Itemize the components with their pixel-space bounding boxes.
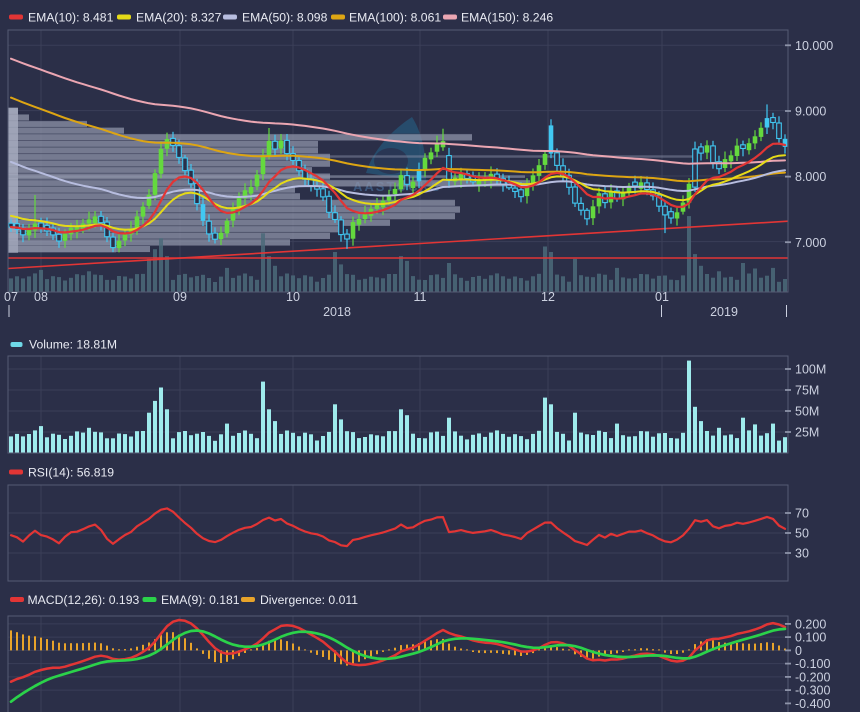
svg-text:EMA(10): 8.481: EMA(10): 8.481 xyxy=(28,11,114,25)
svg-text:8.000: 8.000 xyxy=(795,170,826,184)
svg-text:EMA(9): 0.181: EMA(9): 0.181 xyxy=(161,593,240,607)
svg-text:75M: 75M xyxy=(795,384,819,398)
svg-text:100M: 100M xyxy=(795,363,826,377)
svg-text:EMA(50): 8.098: EMA(50): 8.098 xyxy=(242,11,328,25)
svg-text:MACD(12,26): 0.193: MACD(12,26): 0.193 xyxy=(28,593,140,607)
svg-text:EMA(100): 8.061: EMA(100): 8.061 xyxy=(349,11,441,25)
svg-text:-0.100: -0.100 xyxy=(795,657,830,671)
svg-text:10.000: 10.000 xyxy=(795,39,833,53)
svg-text:30: 30 xyxy=(795,547,809,561)
svg-text:0.100: 0.100 xyxy=(795,631,826,645)
svg-text:0.200: 0.200 xyxy=(795,617,826,631)
svg-text:EMA(150): 8.246: EMA(150): 8.246 xyxy=(461,11,553,25)
svg-text:70: 70 xyxy=(795,507,809,521)
svg-text:50M: 50M xyxy=(795,405,819,419)
svg-text:50: 50 xyxy=(795,527,809,541)
svg-text:01: 01 xyxy=(655,290,669,304)
svg-text:09: 09 xyxy=(173,290,187,304)
svg-text:-0.400: -0.400 xyxy=(795,697,830,711)
svg-text:Divergence: 0.011: Divergence: 0.011 xyxy=(260,593,358,607)
svg-text:11: 11 xyxy=(414,290,427,304)
svg-text:9.000: 9.000 xyxy=(795,105,826,119)
svg-text:25M: 25M xyxy=(795,426,819,440)
svg-text:2018: 2018 xyxy=(323,305,351,319)
svg-text:-0.200: -0.200 xyxy=(795,670,830,684)
svg-text:08: 08 xyxy=(34,290,48,304)
svg-text:2019: 2019 xyxy=(710,305,738,319)
svg-text:Volume: 18.81M: Volume: 18.81M xyxy=(29,338,117,352)
svg-text:10: 10 xyxy=(286,290,300,304)
svg-text:RSI(14): 56.819: RSI(14): 56.819 xyxy=(28,466,114,480)
svg-text:0: 0 xyxy=(795,644,802,658)
svg-text:07: 07 xyxy=(4,290,18,304)
svg-text:12: 12 xyxy=(541,290,555,304)
svg-text:EMA(20): 8.327: EMA(20): 8.327 xyxy=(136,11,222,25)
svg-text:-0.300: -0.300 xyxy=(795,684,830,698)
svg-text:7.000: 7.000 xyxy=(795,236,826,250)
